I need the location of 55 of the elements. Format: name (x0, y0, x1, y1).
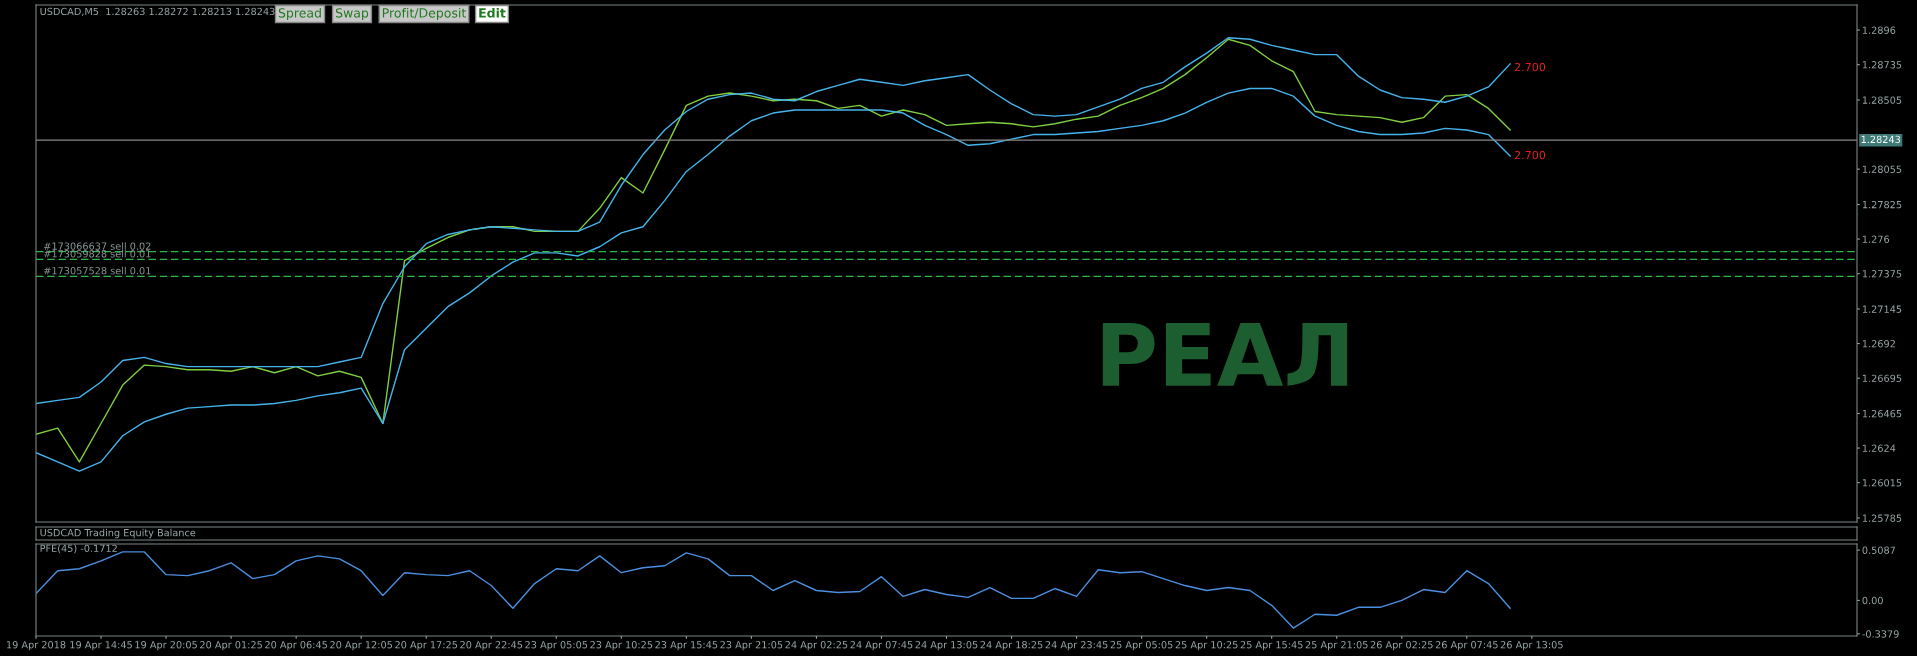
x-tick-label: 24 Apr 02:25 (785, 641, 848, 651)
y-tick-label: 1.27145 (1862, 305, 1902, 313)
ref-line-label: #173066637 sell 0.02 (44, 242, 151, 250)
x-tick-label: 19 Apr 14:45 (70, 641, 132, 651)
chart-title: USDCAD,M5 1.28263 1.28272 1.28213 1.28243 (40, 7, 275, 17)
y-tick-label: 1.2692 (1862, 340, 1895, 348)
annotation: Profit/Deposit (382, 7, 466, 21)
x-tick-label: 19 Apr 20:05 (135, 641, 197, 651)
x-tick-label: 26 Apr 07:45 (1435, 641, 1498, 651)
chart-title: PFE(45) -0.1712 (40, 544, 117, 554)
x-tick-label: 20 Apr 17:25 (395, 641, 458, 651)
x-tick-label: 23 Apr 10:25 (590, 641, 653, 651)
y-tick-label: 0.00 (1862, 596, 1883, 605)
y-tick-label: 1.2896 (1862, 26, 1896, 34)
y-tick-label: 1.276 (1862, 235, 1890, 243)
x-tick-label: 23 Apr 21:05 (720, 641, 783, 651)
x-tick-label: 23 Apr 15:45 (655, 641, 718, 651)
x-tick-label: 26 Apr 02:25 (1370, 641, 1433, 651)
x-tick-label: 20 Apr 12:05 (330, 641, 393, 651)
ref-line-label: #173057528 sell 0.01 (44, 266, 151, 275)
y-tick-label: 1.28055 (1862, 165, 1902, 173)
annotation: Edit (479, 7, 506, 18)
y-tick-label: 1.26695 (1862, 374, 1902, 382)
x-tick-label: 25 Apr 21:05 (1305, 641, 1368, 651)
x-tick-label: 20 Apr 22:45 (460, 641, 523, 651)
x-tick-label: 24 Apr 23:45 (1045, 641, 1108, 651)
annotation: Swap (335, 8, 369, 21)
y-tick-label: 1.27375 (1862, 270, 1902, 278)
y-tick-label: 1.28505 (1862, 96, 1902, 104)
x-tick-label: 25 Apr 15:45 (1240, 641, 1303, 651)
text: USDCAD Trading Equity Balance (40, 528, 196, 539)
x-tick-label: 20 Apr 01:25 (200, 641, 262, 651)
annotation: Spread (278, 7, 321, 21)
x-tick-label: 24 Apr 07:45 (850, 641, 913, 651)
y-tick-label: 1.28735 (1862, 61, 1902, 69)
y-tick-label: 1.2624 (1862, 444, 1896, 452)
y-tick-label: -0.3379 (1862, 630, 1899, 638)
x-tick-label: 26 Apr 13:05 (1500, 641, 1563, 651)
x-tick-label: 24 Apr 18:25 (980, 641, 1043, 651)
y-tick-label: 1.27825 (1862, 200, 1902, 209)
x-tick-label: 25 Apr 05:05 (1110, 641, 1173, 651)
ref-line-label: #173059828 sell 0.01 (44, 249, 151, 258)
annotation: РЕАЛ (1102, 322, 1348, 386)
x-tick-label: 23 Apr 05:05 (525, 641, 588, 651)
y-tick-label: 1.25785 (1862, 514, 1902, 522)
x-tick-label: 20 Apr 06:45 (265, 641, 327, 651)
ref-line-label: 1.28243 (1861, 135, 1901, 144)
y-tick-label: 1.26465 (1862, 409, 1902, 418)
annotation: 2.700 (1514, 150, 1546, 160)
annotation: 2.700 (1514, 62, 1546, 72)
x-tick-label: 24 Apr 13:05 (915, 641, 978, 651)
x-tick-label: 25 Apr 10:25 (1175, 641, 1238, 651)
y-tick-label: 1.26015 (1862, 479, 1902, 487)
x-tick-label: 19 Apr 2018 (7, 641, 66, 651)
y-tick-label: 0.5087 (1862, 546, 1896, 554)
